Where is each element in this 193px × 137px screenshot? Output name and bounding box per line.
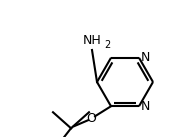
Text: O: O — [86, 112, 96, 125]
Text: N: N — [141, 100, 150, 113]
Text: N: N — [141, 51, 150, 64]
Text: NH: NH — [83, 34, 101, 47]
Text: 2: 2 — [104, 40, 110, 50]
